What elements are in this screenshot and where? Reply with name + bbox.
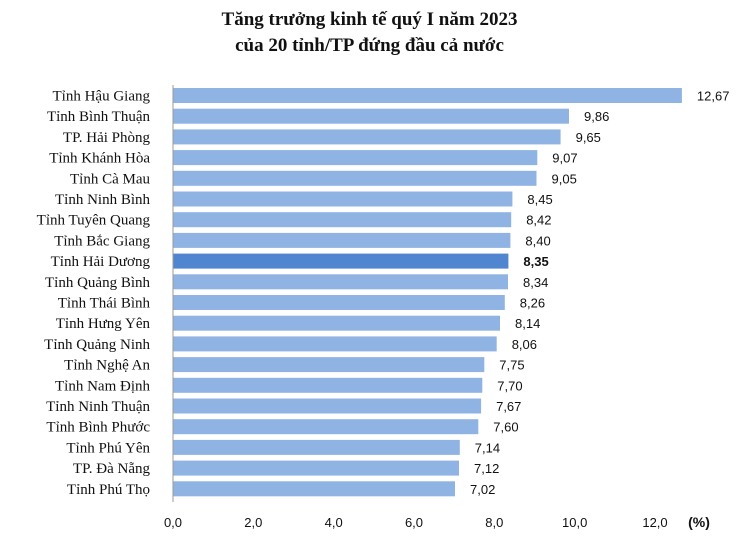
data-label: 8,45 bbox=[527, 192, 552, 207]
data-label: 9,65 bbox=[576, 130, 601, 145]
data-label: 12,67 bbox=[697, 89, 730, 104]
bar bbox=[173, 253, 509, 269]
data-label: 8,35 bbox=[523, 254, 548, 269]
x-tick-label: 6,0 bbox=[405, 515, 423, 530]
data-label: 9,07 bbox=[552, 151, 577, 166]
category-label: Tỉnh Phú Yên bbox=[66, 440, 150, 456]
bar bbox=[173, 481, 455, 497]
data-label: 9,86 bbox=[584, 109, 609, 124]
x-tick-label: 4,0 bbox=[325, 515, 343, 530]
chart-subtitle: của 20 tỉnh/TP đứng đầu cả nước bbox=[235, 35, 504, 56]
category-label: Tỉnh Tuyên Quang bbox=[37, 213, 151, 229]
category-label: Tỉnh Hưng Yên bbox=[56, 316, 151, 332]
bar bbox=[173, 336, 497, 352]
x-tick-label: 10,0 bbox=[562, 515, 587, 530]
data-label: 7,12 bbox=[474, 461, 499, 476]
bar bbox=[173, 398, 482, 414]
x-tick-label: 12,0 bbox=[642, 515, 667, 530]
category-label: Tỉnh Ninh Bình bbox=[55, 192, 151, 208]
category-label: Tỉnh Hải Dương bbox=[51, 254, 151, 270]
bar bbox=[173, 232, 511, 248]
data-label: 7,67 bbox=[496, 399, 521, 414]
category-label: Tỉnh Hậu Giang bbox=[53, 89, 151, 105]
bar bbox=[173, 295, 505, 310]
x-tick-label: 2,0 bbox=[244, 515, 262, 530]
data-label: 8,40 bbox=[525, 233, 550, 248]
bar bbox=[173, 274, 508, 290]
bar bbox=[173, 150, 538, 166]
bar bbox=[173, 377, 483, 393]
bar bbox=[173, 357, 485, 373]
category-label: Tỉnh Bắc Giang bbox=[54, 233, 150, 249]
data-label: 7,02 bbox=[470, 482, 495, 497]
bar bbox=[173, 191, 513, 207]
category-label: TP. Đà Nẵng bbox=[73, 461, 151, 477]
category-label: Tỉnh Ninh Thuận bbox=[46, 399, 150, 415]
data-label: 9,05 bbox=[552, 171, 577, 186]
bar bbox=[173, 88, 682, 103]
category-label: TP. Hải Phòng bbox=[63, 130, 151, 146]
x-axis-unit: (%) bbox=[688, 514, 710, 530]
data-label: 8,26 bbox=[520, 296, 545, 311]
bar bbox=[173, 315, 500, 331]
category-label: Tỉnh Nam Định bbox=[55, 378, 150, 394]
data-label: 7,60 bbox=[493, 420, 518, 435]
bar bbox=[173, 170, 537, 186]
category-label: Tỉnh Bình Phước bbox=[46, 420, 150, 436]
bar bbox=[173, 460, 459, 476]
x-tick-label: 8,0 bbox=[485, 515, 503, 530]
x-tick-label: 0,0 bbox=[164, 515, 182, 530]
chart-title: Tăng trưởng kinh tế quý I năm 2023 bbox=[221, 9, 518, 30]
bar bbox=[173, 439, 460, 455]
data-label: 7,75 bbox=[499, 358, 524, 373]
bar bbox=[173, 419, 479, 435]
category-label: Tỉnh Cà Mau bbox=[70, 171, 150, 187]
data-label: 8,06 bbox=[512, 337, 537, 352]
bar bbox=[173, 212, 512, 228]
bar bbox=[173, 108, 569, 124]
bar bbox=[173, 129, 561, 145]
data-label: 7,14 bbox=[475, 440, 500, 455]
data-label: 8,42 bbox=[526, 213, 551, 228]
category-label: Tỉnh Bình Thuận bbox=[47, 109, 151, 125]
data-label: 8,14 bbox=[515, 316, 540, 331]
category-label: Tỉnh Thái Bình bbox=[58, 296, 151, 312]
category-label: Tỉnh Quảng Bình bbox=[45, 275, 150, 291]
category-label: Tỉnh Khánh Hòa bbox=[49, 151, 150, 167]
category-label: Tỉnh Nghệ An bbox=[64, 358, 150, 374]
category-label: Tỉnh Quảng Ninh bbox=[44, 337, 150, 353]
data-label: 7,70 bbox=[497, 378, 522, 393]
data-label: 8,34 bbox=[523, 275, 548, 290]
category-label: Tỉnh Phú Thọ bbox=[67, 482, 150, 498]
